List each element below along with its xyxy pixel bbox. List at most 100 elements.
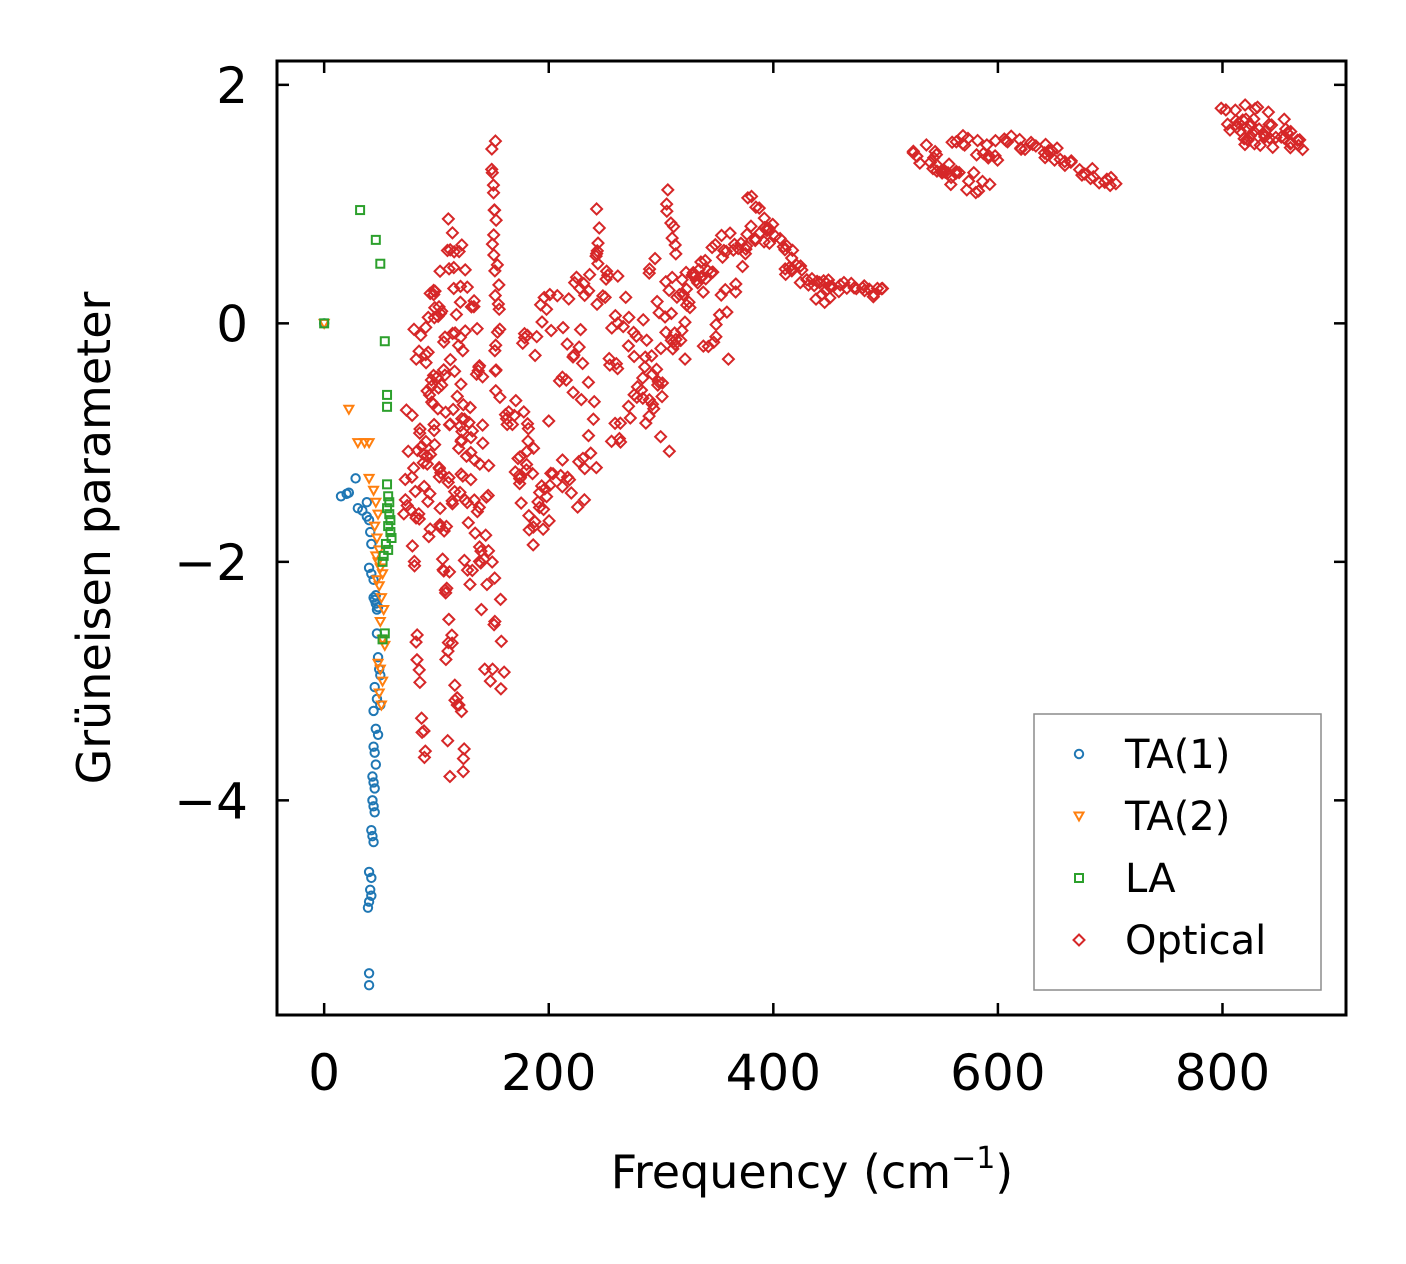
data-point (472, 457, 487, 471)
data-point (979, 138, 994, 152)
data-point (484, 162, 499, 177)
data-point (431, 309, 446, 324)
data-point (456, 764, 471, 779)
data-point (486, 185, 501, 200)
data-point (528, 348, 543, 363)
data-point (453, 295, 468, 310)
data-point (1235, 113, 1250, 127)
data-point (375, 258, 386, 269)
data-point (427, 437, 442, 452)
data-point (487, 617, 501, 632)
data-point (473, 555, 488, 570)
data-point (728, 277, 743, 291)
data-point (581, 428, 596, 443)
data-point (457, 553, 472, 568)
data-point (793, 275, 808, 290)
data-point (543, 466, 558, 481)
data-point (559, 373, 574, 387)
data-point (762, 236, 777, 251)
data-point (621, 310, 636, 325)
data-point (493, 681, 508, 696)
data-point (419, 355, 433, 370)
data-point (423, 447, 438, 462)
data-point (526, 537, 541, 552)
data-point (446, 281, 461, 296)
data-point (422, 388, 437, 402)
data-point (1292, 132, 1307, 147)
data-point (441, 612, 456, 627)
data-point (454, 434, 469, 449)
data-point (645, 397, 660, 412)
data-point (446, 402, 461, 417)
data-point (408, 484, 423, 499)
data-point (472, 540, 487, 554)
data-point (410, 628, 425, 642)
data-point (450, 690, 465, 705)
data-point (489, 213, 504, 228)
data-point (928, 144, 943, 159)
data-point (748, 231, 763, 246)
data-point (439, 519, 454, 534)
data-point (363, 562, 375, 574)
data-point (574, 392, 589, 407)
data-point (679, 282, 694, 297)
legend-item: LA (1074, 856, 1176, 902)
data-point (785, 243, 800, 258)
legend: TA(1) TA(2) LA Optical (1033, 713, 1322, 991)
data-point (570, 500, 585, 514)
data-point (362, 473, 376, 485)
data-point (378, 550, 389, 561)
data-point (639, 333, 654, 348)
data-point (404, 470, 419, 485)
data-point (728, 284, 743, 299)
data-point (382, 503, 393, 514)
data-point (665, 270, 680, 285)
data-point (621, 338, 636, 353)
data-point (443, 352, 458, 367)
data-point (410, 443, 425, 458)
data-point (427, 417, 441, 432)
data-point (409, 635, 423, 650)
data-point (485, 165, 500, 180)
data-point (542, 478, 557, 493)
data-point (705, 240, 719, 255)
data-point (1004, 129, 1019, 144)
data-point (367, 795, 378, 806)
data-point (577, 461, 592, 476)
data-point (613, 416, 628, 431)
data-point (410, 652, 424, 667)
data-point (419, 449, 434, 463)
data-point (668, 337, 682, 352)
data-point (398, 472, 413, 487)
data-point (426, 287, 441, 302)
data-point (468, 526, 483, 541)
legend-item: TA(2) (1072, 794, 1230, 840)
data-point (407, 558, 422, 573)
data-point (1218, 103, 1233, 117)
data-point (531, 495, 545, 509)
data-point (488, 338, 503, 353)
data-point (368, 801, 379, 812)
data-point (752, 201, 767, 216)
data-point (487, 614, 502, 629)
data-point (550, 288, 565, 303)
data-point (456, 397, 471, 412)
data-point (472, 358, 487, 373)
data-point (516, 405, 531, 419)
data-point (409, 510, 423, 525)
data-point (571, 454, 586, 469)
data-point (406, 461, 421, 476)
data-point (366, 824, 377, 836)
data-point (735, 259, 750, 274)
data-point (442, 261, 456, 276)
data-point (665, 341, 680, 356)
data-point (380, 538, 391, 549)
data-point (376, 569, 389, 581)
data-point (577, 288, 592, 303)
data-point (744, 219, 758, 234)
data-point (526, 441, 541, 456)
data-point (757, 211, 772, 226)
data-point (375, 700, 388, 712)
data-point (672, 287, 687, 302)
legend-item: Optical (1072, 918, 1266, 964)
